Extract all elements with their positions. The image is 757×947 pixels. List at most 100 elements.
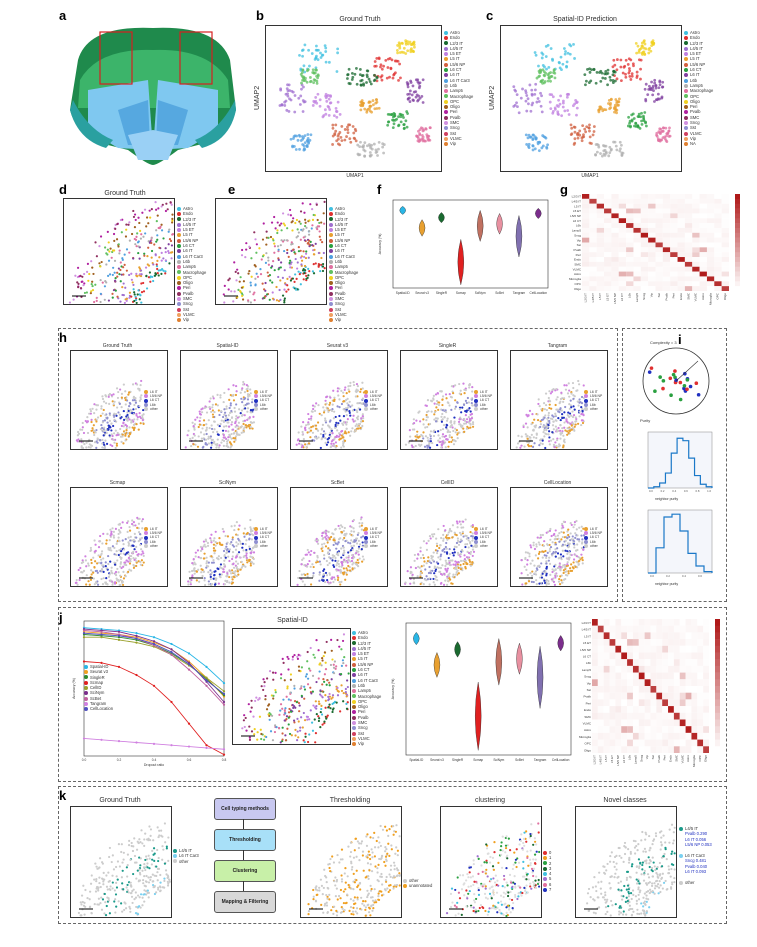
spatial-point [209,437,212,440]
spatial-point [276,231,279,235]
panel-d-title: Ground Truth [104,190,146,197]
heatmap-cell [589,281,597,287]
spatial-point [349,381,352,384]
legend-swatch [684,115,688,120]
spatial-point [430,400,434,403]
umap-point [644,124,648,128]
spatial-point [113,563,117,566]
legend-item: L2/3 IT [329,217,358,222]
umap-point [293,94,297,97]
legend-swatch [254,539,258,544]
umap-point [408,100,412,103]
spatial-point [317,265,320,268]
legend-swatch [329,302,333,307]
spatial-point [304,573,307,577]
spatial-point [246,387,249,391]
spatial-point [141,518,145,521]
spatial-point [303,583,306,586]
spatial-point [432,394,435,398]
spatial-point [250,549,253,552]
spatial-point [90,283,93,286]
legend-label: L6b [335,258,342,264]
legend-swatch [444,73,448,78]
umap-point [303,148,307,151]
heatmap-cell [582,198,590,204]
spatial-point [321,549,324,553]
spatial-point [156,234,159,237]
heatmap-cell [721,261,729,267]
umap-point [614,144,618,148]
umap-point [352,136,356,140]
legend-item: L6 CT [584,398,602,403]
heatmap-cell [706,257,715,262]
spatial-point [260,258,263,261]
spatial-point [125,551,129,554]
spatial-point [156,238,159,241]
method-spatial-plot [180,487,278,587]
spatial-point [463,417,466,421]
spatial-point [240,425,243,429]
umap-point [576,136,580,140]
umap-point [334,107,338,110]
heatmap-cell [706,198,715,204]
spatial-point [543,416,546,419]
spatial-point [239,568,242,571]
umap-point [628,121,631,125]
spatial-point [570,424,573,427]
spatial-point [466,396,469,400]
spatial-point [236,533,239,537]
legend-label: L6 CT [260,535,270,540]
spatial-point [458,392,461,395]
spatial-point [288,261,291,265]
spatial-point [109,546,112,550]
legend-item: OPC [444,99,473,104]
umap-point [628,74,632,78]
spatial-point [345,414,348,417]
legend-item: Macrophage [444,94,473,99]
heatmap-cell [670,266,678,272]
spatial-point [555,398,558,401]
spatial-point [322,430,326,433]
spatial-point [90,569,93,572]
spatial-point [137,540,140,543]
spatial-point [450,408,453,411]
spatial-point [197,556,200,559]
umap-point [634,122,638,125]
spatial-point [353,556,356,559]
legend-label: L6 CT [370,535,380,540]
spatial-point [90,561,93,565]
umap-point [400,41,404,45]
umap-point [301,48,305,52]
spatial-point [238,280,241,283]
spatial-point [334,578,337,581]
spatial-point [132,566,136,569]
heatmap-cell [655,232,663,238]
violin-xtick: Tangram [513,291,526,295]
heatmap-cell [589,213,597,219]
umap-point [545,146,549,150]
legend-swatch [177,275,181,280]
spatial-point [240,560,243,563]
legend-swatch [444,115,448,120]
legend-item: L5/6 NP [364,394,382,399]
spatial-point [115,542,118,545]
spatial-point [273,251,276,254]
spatial-point [138,415,142,418]
spatial-point [139,537,142,540]
spatial-point [227,279,230,282]
spatial-point [343,536,346,540]
spatial-point [203,433,206,436]
spatial-point [224,579,227,582]
umap-point [386,123,390,127]
umap-point [565,65,568,69]
umap-point [538,74,541,78]
spatial-point [132,209,135,213]
spatial-point [114,527,118,530]
spatial-point [561,430,564,433]
spatial-point [246,393,250,396]
legend-item: other [254,407,272,411]
legend-swatch [329,318,333,323]
legend-label: L5 ET [690,51,702,57]
umap-point [406,42,410,46]
legend-swatch [684,46,688,51]
